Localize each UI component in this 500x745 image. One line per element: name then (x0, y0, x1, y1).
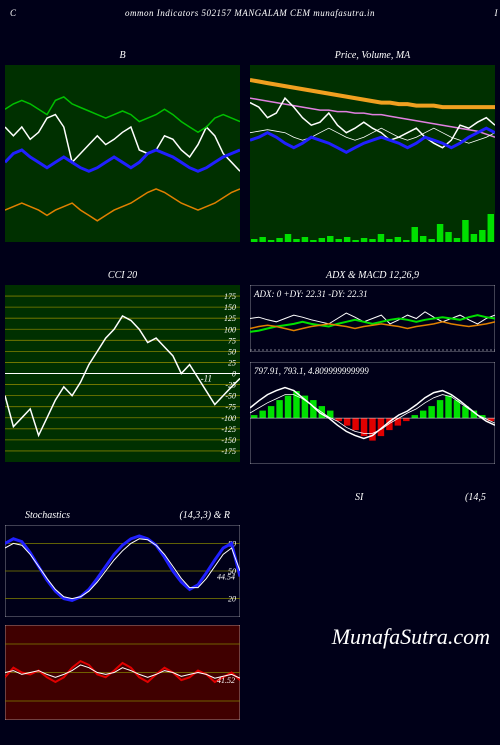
stoch-title-right: (14,3,3) & R (179, 510, 240, 521)
willr-chart: 41.52 (5, 625, 240, 720)
watermark: MunafaSutra.com (332, 624, 490, 650)
svg-text:50: 50 (228, 347, 236, 356)
svg-text:-50: -50 (225, 392, 236, 401)
adx-chart: ADX: 0 +DY: 22.31 -DY: 22.31 (250, 285, 495, 352)
svg-text:41.52: 41.52 (217, 676, 235, 685)
bb-chart (5, 65, 240, 242)
pm-title-left: Price, (335, 50, 359, 61)
panel-stoch: Stochastics (14,3,3) & R 20508044.54 (5, 510, 240, 617)
header-text: ommon Indicators 502157 MANGALAM CEM mun… (125, 8, 375, 18)
stoch-title-left: Stochastics (25, 510, 70, 521)
panel-bb: B (5, 50, 240, 242)
rsi-title-right: (14,5 (465, 492, 486, 503)
svg-text:-11: -11 (201, 373, 212, 383)
panel-willr: 41.52 (5, 625, 240, 720)
page-header: C ommon Indicators 502157 MANGALAM CEM m… (0, 0, 500, 20)
cci-chart: -175-150-125-100-75-50-25025507510012515… (5, 285, 240, 462)
svg-text:125: 125 (224, 314, 236, 323)
svg-text:175: 175 (224, 292, 236, 301)
svg-text:44.54: 44.54 (217, 573, 235, 582)
panel-adx: ADX & MACD 12,26,9 ADX: 0 +DY: 22.31 -DY… (250, 270, 495, 352)
svg-text:100: 100 (224, 325, 236, 334)
svg-text:-175: -175 (221, 447, 236, 456)
panel-price-ma: Price, Volume, MA (250, 50, 495, 242)
stoch-chart: 20508044.54 (5, 525, 240, 617)
header-left-char: C (10, 8, 17, 18)
svg-text:ADX: 0 +DY: 22.31 -DY: 22.31: ADX: 0 +DY: 22.31 -DY: 22.31 (253, 289, 368, 299)
panel-rsi-label: SI (14,5 (320, 492, 500, 507)
pm-title-right: MA (396, 50, 410, 61)
svg-text:20: 20 (228, 595, 236, 604)
svg-text:150: 150 (224, 303, 236, 312)
macd-chart: 797.91, 793.1, 4.809999999999 (250, 362, 495, 464)
pm-title-mid: Volume, (361, 50, 393, 61)
adx-title: ADX & MACD 12,26,9 (250, 270, 495, 281)
svg-text:25: 25 (228, 358, 236, 367)
svg-text:75: 75 (228, 336, 236, 345)
chart-grid: B Price, Volume, MA CCI 20 -175 -150 -125 -… (0, 20, 500, 745)
header-right-char: I (495, 8, 499, 18)
pm-chart (250, 65, 495, 242)
svg-text:-100: -100 (221, 414, 236, 423)
svg-text:-75: -75 (225, 403, 236, 412)
cci-title: CCI 20 (5, 270, 240, 281)
panel-cci: CCI 20 -175-150-125-100-75-50-2502550751… (5, 270, 240, 462)
stoch-title: Stochastics (14,3,3) & R (5, 510, 240, 521)
rsi-title-left: SI (355, 492, 363, 503)
svg-text:0: 0 (232, 370, 236, 379)
bb-title: B (5, 50, 240, 61)
svg-text:797.91, 793.1, 4.80999999999: 797.91, 793.1, 4.809999999999 (254, 366, 369, 376)
svg-text:-125: -125 (221, 425, 236, 434)
pm-title: Price, Volume, MA (250, 50, 495, 61)
svg-text:-150: -150 (221, 436, 236, 445)
panel-macd: 797.91, 793.1, 4.809999999999 (250, 362, 495, 464)
